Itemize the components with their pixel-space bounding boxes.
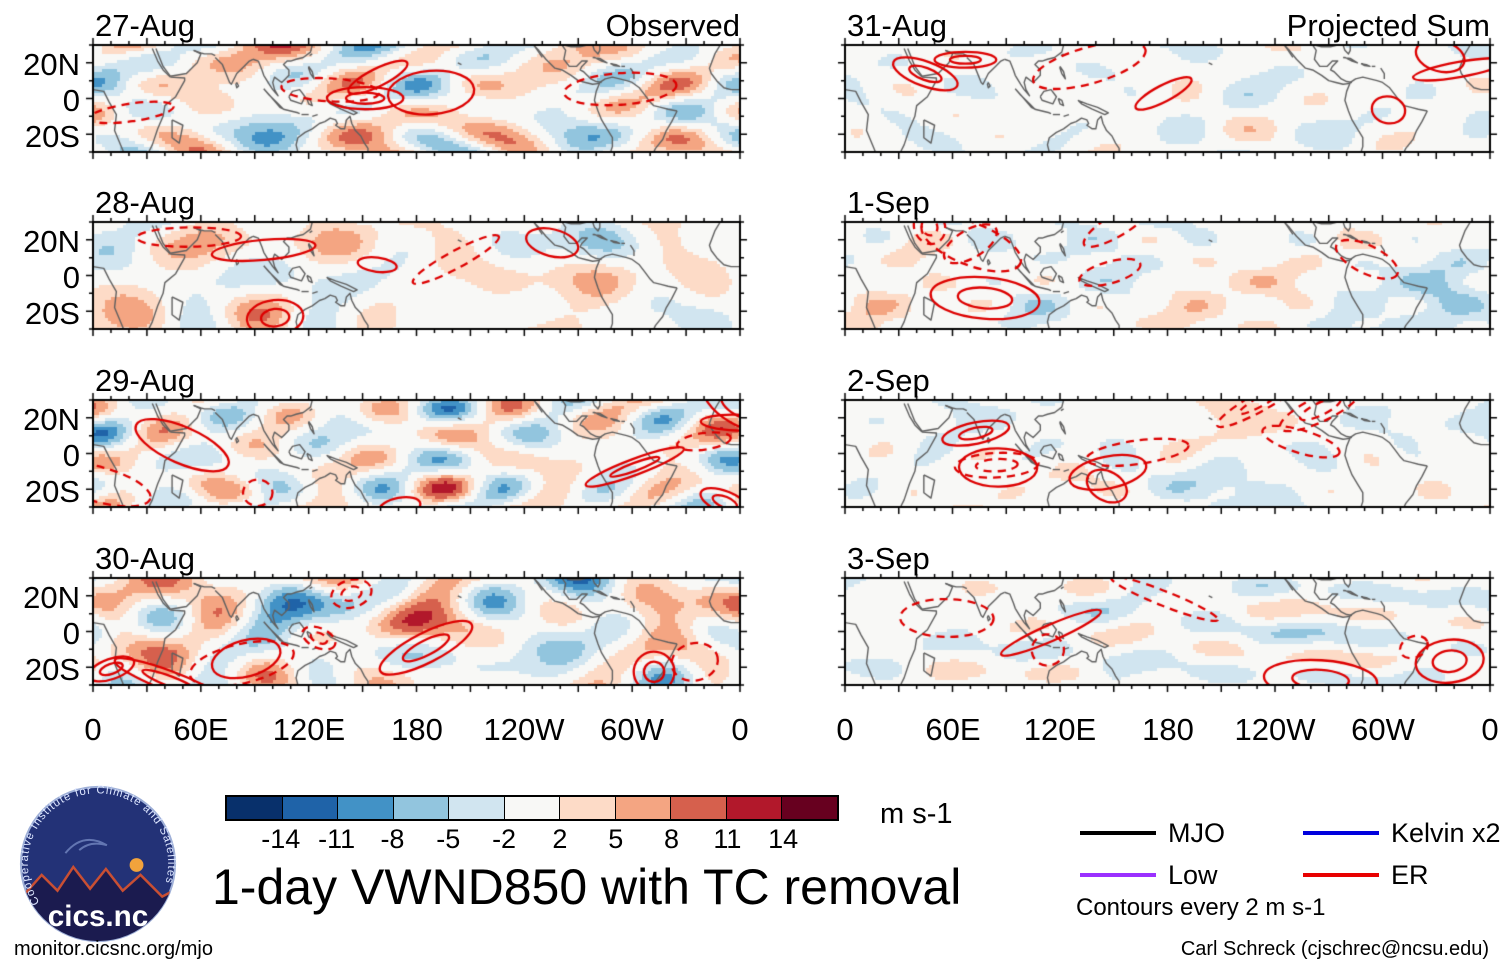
map-panel — [837, 392, 1498, 515]
lon-tick-label: 120E — [1023, 712, 1097, 747]
lat-tick-label: 0 — [62, 260, 80, 295]
map-canvas — [85, 392, 748, 515]
logo-swirl-graphic — [64, 838, 108, 854]
lat-tick-label: 0 — [62, 616, 80, 651]
lon-tick-label: 120W — [483, 712, 565, 747]
panel-date-label: 29-Aug — [95, 363, 195, 398]
colorbar-segment — [338, 797, 394, 819]
footer-credit: Carl Schreck (cjschrec@ncsu.edu) — [1180, 938, 1489, 960]
lat-tick-label: 0 — [62, 438, 80, 473]
sun-icon — [129, 858, 144, 872]
lon-tick-label: 0 — [1481, 712, 1499, 747]
map-canvas — [837, 570, 1498, 693]
column-header-projected-sum: Projected Sum — [1286, 8, 1490, 43]
cics-logo: Cooperative Institute for Climate and Sa… — [19, 784, 176, 943]
contour-interval-note: Contours every 2 m s-1 — [1076, 894, 1326, 921]
map-canvas — [85, 570, 748, 693]
colorbar-segment — [726, 797, 783, 819]
lon-tick-label: 0 — [836, 712, 854, 747]
map-panel — [85, 570, 748, 693]
panel-date-label: 1-Sep — [847, 185, 930, 220]
lat-tick-label: 20S — [24, 474, 80, 509]
lon-tick-label: 120W — [1234, 712, 1316, 747]
map-panel — [837, 37, 1498, 160]
colorbar-tick-label: -5 — [436, 824, 461, 854]
map-panel — [85, 214, 748, 337]
colorbar-tick-label: -11 — [318, 824, 356, 854]
colorbar-segment — [504, 797, 561, 819]
legend-label-kelvin: Kelvin x2 — [1391, 818, 1501, 848]
map-canvas — [85, 214, 748, 337]
colorbar-units-label: m s-1 — [880, 798, 953, 830]
colorbar-segment — [449, 797, 505, 819]
panel-date-label: 28-Aug — [95, 185, 195, 220]
logo-wordmark: cics.nc — [48, 900, 148, 933]
colorbar-segment — [671, 797, 727, 819]
er-line-swatch — [1303, 873, 1379, 877]
colorbar-tick-label: 14 — [768, 824, 799, 854]
colorbar-segment — [282, 797, 339, 819]
logo-mountains-graphic — [20, 864, 176, 942]
legend-label-mjo: MJO — [1168, 818, 1225, 848]
lat-tick-label: 20N — [23, 47, 80, 82]
colorbar-tick-label: -14 — [261, 824, 301, 854]
lon-tick-label: 60E — [925, 712, 981, 747]
colorbar-segment — [393, 797, 450, 819]
colorbar-tick-label: 11 — [713, 824, 742, 854]
lon-tick-label: 120E — [272, 712, 346, 747]
lon-tick-label: 180 — [391, 712, 443, 747]
colorbar-segment — [227, 797, 283, 819]
colorbar-tick-label: -2 — [492, 824, 517, 854]
lon-tick-label: 60E — [173, 712, 229, 747]
kelvin-line-swatch — [1303, 831, 1379, 835]
lat-tick-label: 20N — [23, 224, 80, 259]
lat-tick-label: 20S — [24, 119, 80, 154]
lat-tick-label: 0 — [62, 83, 80, 118]
panel-date-label: 27-Aug — [95, 8, 195, 43]
map-canvas — [837, 214, 1498, 337]
colorbar-segment — [615, 797, 672, 819]
lon-tick-label: 60W — [1351, 712, 1415, 747]
lon-tick-label: 180 — [1142, 712, 1194, 747]
panel-date-label: 31-Aug — [847, 8, 947, 43]
colorbar-tick-label: 5 — [608, 824, 624, 854]
map-canvas — [837, 392, 1498, 515]
colorbar-segment — [560, 797, 616, 819]
map-canvas — [85, 37, 748, 160]
panel-date-label: 30-Aug — [95, 541, 195, 576]
colorbar-tick-label: 8 — [664, 824, 680, 854]
mjo-line-swatch — [1080, 831, 1156, 835]
legend-label-low: Low — [1168, 860, 1218, 890]
colorbar-segment — [782, 797, 838, 819]
map-panel — [837, 570, 1498, 693]
column-header-observed: Observed — [605, 8, 740, 43]
lat-tick-label: 20N — [23, 402, 80, 437]
colorbar-tick-label: -8 — [380, 824, 405, 854]
figure-title: 1-day VWND850 with TC removal — [212, 859, 962, 915]
map-panel — [85, 392, 748, 515]
lon-tick-label: 60W — [600, 712, 664, 747]
map-panel — [85, 37, 748, 160]
panel-date-label: 3-Sep — [847, 541, 930, 576]
lat-tick-label: 20N — [23, 580, 80, 615]
lat-tick-label: 20S — [24, 652, 80, 687]
low-line-swatch — [1080, 873, 1156, 877]
lat-tick-label: 20S — [24, 296, 80, 331]
colorbar — [225, 795, 839, 821]
map-panel — [837, 214, 1498, 337]
lon-tick-label: 0 — [84, 712, 102, 747]
colorbar-tick-label: 2 — [552, 824, 568, 854]
legend-label-er: ER — [1391, 860, 1429, 890]
panel-date-label: 2-Sep — [847, 363, 930, 398]
footer-url: monitor.cicsnc.org/mjo — [14, 938, 213, 960]
lon-tick-label: 0 — [731, 712, 749, 747]
map-canvas — [837, 37, 1498, 160]
